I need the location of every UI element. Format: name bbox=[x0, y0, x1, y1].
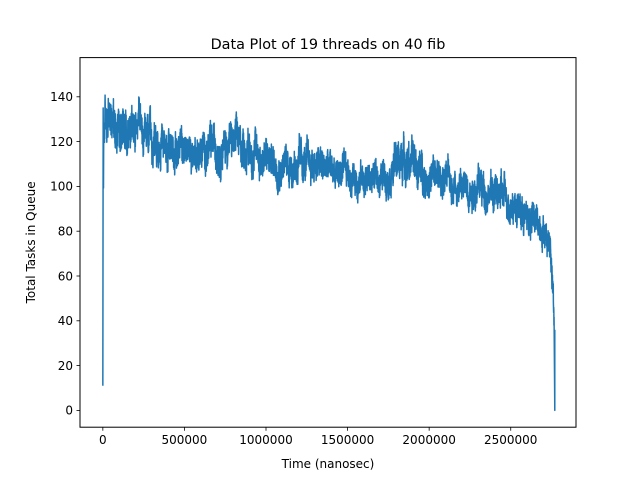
x-tick-label: 1000000 bbox=[239, 433, 292, 447]
chart-title: Data Plot of 19 threads on 40 fib bbox=[211, 37, 446, 53]
x-tick-label: 500000 bbox=[162, 433, 208, 447]
y-tick-label: 60 bbox=[58, 269, 73, 283]
series-line bbox=[102, 94, 556, 412]
y-tick-label: 80 bbox=[58, 225, 73, 239]
y-tick-label: 100 bbox=[50, 180, 73, 194]
y-axis-label: Total Tasks in Queue bbox=[24, 181, 38, 304]
x-tick-label: 0 bbox=[99, 433, 107, 447]
x-tick-label: 2500000 bbox=[484, 433, 537, 447]
x-axis: 0 500000 1000000 1500000 2000000 2500000 bbox=[99, 427, 537, 447]
x-axis-label: Time (nanosec) bbox=[281, 457, 375, 471]
x-tick-label: 2000000 bbox=[402, 433, 455, 447]
y-tick-label: 40 bbox=[58, 314, 73, 328]
y-tick-label: 120 bbox=[50, 135, 73, 149]
y-axis: 0 20 40 60 80 100 120 140 bbox=[50, 90, 80, 418]
y-tick-label: 140 bbox=[50, 90, 73, 104]
x-tick-label: 1500000 bbox=[321, 433, 374, 447]
plot-area bbox=[102, 94, 556, 412]
y-tick-label: 20 bbox=[58, 359, 73, 373]
axes-frame bbox=[79, 57, 577, 428]
y-tick-label: 0 bbox=[65, 404, 73, 418]
